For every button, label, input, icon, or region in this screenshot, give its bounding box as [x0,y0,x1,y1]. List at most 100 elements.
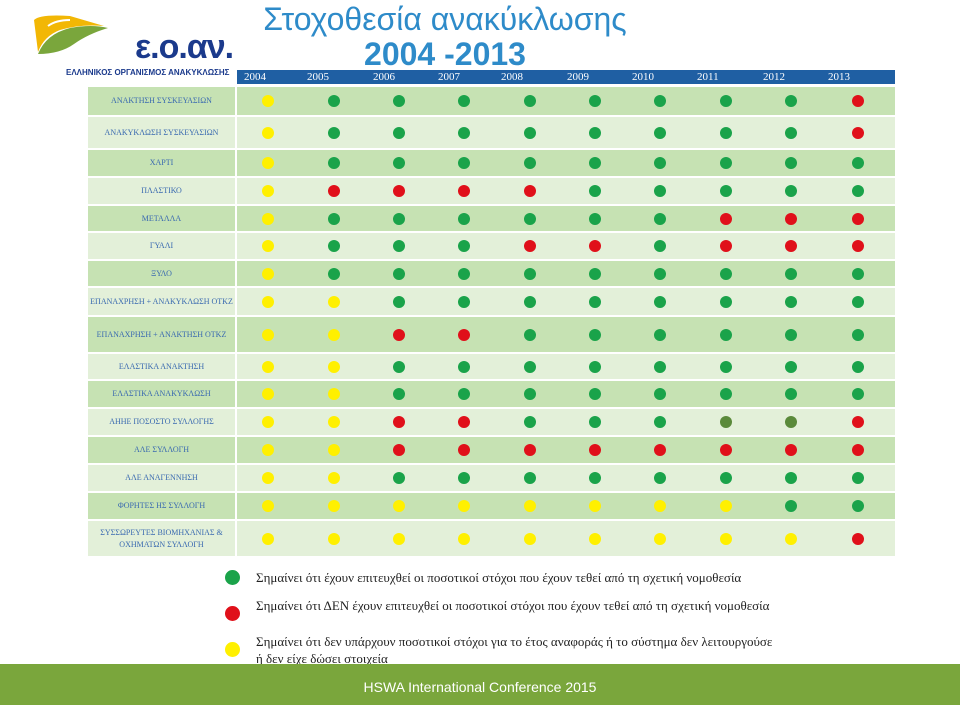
legend-green-dot [225,570,240,585]
year-header: 2004 2005 2006 2007 2008 2009 2010 2011 2012 2013 [237,70,895,84]
year-header-2011: 2011 [697,71,719,83]
status-dot-green-2009 [589,295,601,308]
row-label: ΕΠΑΝΑΧΡΗΣΗ + ΑΝΑΚΥΚΛΩΣΗ ΟΤΚΖ [88,288,235,315]
status-dot-green-2013 [852,185,864,197]
year-header-2008: 2008 [501,71,523,83]
status-dot-yellow-2010 [654,500,666,512]
row-status-cells [237,465,895,491]
row-label: ΕΠΑΝΑΧΡΗΣΗ + ΑΝΑΚΤΗΣΗ ΟΤΚΖ [88,317,235,352]
status-dot-green-2013 [852,388,864,400]
row-label: ΞΥΛΟ [88,261,235,286]
status-dot-green-2009 [589,95,601,107]
status-dot-green-2010 [654,267,666,280]
status-dot-green-2011 [720,295,732,308]
status-dot-red-2013 [852,240,864,252]
status-dot-yellow-2004 [262,328,274,341]
row-status-cells [237,288,895,315]
row-label: ΑΝΑΚΤΗΣΗ ΣΥΣΚΕΥΑΣΙΩΝ [88,87,235,115]
year-header-2005: 2005 [307,71,329,83]
status-dot-green-2013 [852,295,864,308]
status-dot-green-2009 [589,157,601,169]
status-dot-red-2009 [589,444,601,456]
row-status-cells [237,178,895,204]
status-dot-green-2007 [458,240,470,252]
status-dot-green-2012 [785,388,797,400]
status-dot-yellow-2005 [328,328,340,341]
status-dot-red-2007 [458,185,470,197]
table-row: ΑΛΕ ΑΝΑΓΕΝΝΗΣΗ [88,465,895,491]
status-dot-yellow-2004 [262,240,274,252]
status-dot-yellow-2005 [328,500,340,512]
status-dot-yellow-2004 [262,416,274,428]
status-dot-green-2011 [720,185,732,197]
status-dot-green-2007 [458,212,470,225]
status-dot-green-2008 [524,472,536,484]
status-dot-green-2006 [393,157,405,169]
status-dot-green-2012 [785,267,797,280]
table-row: ΓΥΑΛΙ [88,233,895,259]
status-dot-yellow-2005 [328,360,340,373]
status-dot-olive-2012 [785,416,797,428]
table-row: ΜΕΤΑΛΛΑ [88,206,895,231]
status-dot-yellow-2004 [262,444,274,456]
year-header-2010: 2010 [632,71,654,83]
table-row: ΦΟΡΗΤΕΣ ΗΣ ΣΥΛΛΟΓΗ [88,493,895,519]
year-header-2013: 2013 [828,71,850,83]
status-dot-yellow-2004 [262,388,274,400]
year-header-2006: 2006 [373,71,395,83]
row-label: ΧΑΡΤΙ [88,150,235,176]
status-dot-green-2005 [328,267,340,280]
status-dot-green-2010 [654,360,666,373]
status-dot-red-2006 [393,416,405,428]
status-dot-green-2007 [458,267,470,280]
status-dot-green-2012 [785,472,797,484]
status-dot-yellow-2008 [524,500,536,512]
row-label: ΠΛΑΣΤΙΚΟ [88,178,235,204]
footer-text: HSWA International Conference 2015 [363,679,597,695]
footer-bar: HSWA International Conference 2015 [0,664,960,705]
table-row: ΠΛΑΣΤΙΚΟ [88,178,895,204]
legend-yellow-text: Σημαίνει ότι δεν υπάρχουν ποσοτικοί στόχ… [256,634,773,666]
status-dot-green-2005 [328,212,340,225]
table-row: ΕΠΑΝΑΧΡΗΣΗ + ΑΝΑΚΤΗΣΗ ΟΤΚΖ [88,317,895,352]
status-dot-yellow-2007 [458,532,470,545]
status-dot-yellow-2009 [589,532,601,545]
logo-subtitle: ΕΛΛΗΝΙΚΟΣ ΟΡΓΑΝΙΣΜΟΣ ΑΝΑΚΥΚΛΩΣΗΣ [66,68,230,77]
status-dot-green-2011 [720,388,732,400]
status-dot-red-2013 [852,444,864,456]
status-dot-yellow-2004 [262,472,274,484]
status-dot-green-2011 [720,328,732,341]
logo-name: ε.ο.αν. [135,28,234,66]
status-dot-yellow-2012 [785,532,797,545]
status-dot-green-2009 [589,416,601,428]
status-dot-green-2005 [328,240,340,252]
status-dot-green-2010 [654,157,666,169]
status-dot-red-2013 [852,212,864,225]
status-dot-green-2012 [785,185,797,197]
status-dot-yellow-2011 [720,500,732,512]
table-row: ΧΑΡΤΙ [88,150,895,176]
status-dot-red-2009 [589,240,601,252]
status-dot-green-2007 [458,157,470,169]
status-dot-yellow-2011 [720,532,732,545]
status-dot-green-2011 [720,157,732,169]
status-dot-green-2008 [524,126,536,139]
status-dot-green-2010 [654,212,666,225]
table-row: ΑΗΗΕ ΠΟΣΟΣΤΟ ΣΥΛΛΟΓΗΣ [88,409,895,435]
status-dot-green-2011 [720,472,732,484]
logo-mark-icon [34,15,108,54]
status-dot-green-2010 [654,185,666,197]
status-dot-yellow-2005 [328,416,340,428]
row-status-cells [237,381,895,407]
legend-red-dot [225,606,240,621]
status-dot-green-2006 [393,388,405,400]
status-dot-green-2005 [328,157,340,169]
row-label: ΕΛΑΣΤΙΚΑ ΑΝΑΚΥΚΛΩΣΗ [88,381,235,407]
status-dot-green-2009 [589,472,601,484]
row-label: ΣΥΣΣΩΡΕΥΤΕΣ ΒΙΟΜΗΧΑΝΙΑΣ & ΟΧΗΜΑΤΩΝ ΣΥΛΛΟ… [88,521,235,556]
status-dot-yellow-2008 [524,532,536,545]
status-dot-yellow-2004 [262,157,274,169]
row-status-cells [237,493,895,519]
status-dot-red-2007 [458,328,470,341]
status-dot-green-2006 [393,267,405,280]
